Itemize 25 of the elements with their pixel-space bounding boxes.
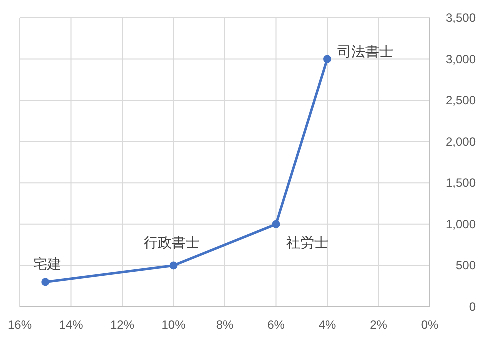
- y-tick-label: 1,000: [446, 217, 476, 232]
- y-tick-label: 3,000: [446, 52, 476, 66]
- x-tick-label: 10%: [162, 318, 186, 332]
- x-tick-label: 14%: [59, 318, 84, 332]
- annotation: 行政書士: [144, 234, 200, 251]
- point: [272, 220, 280, 228]
- x-tick-label: 0%: [421, 318, 439, 332]
- point: [170, 262, 178, 270]
- annotation: 社労士: [286, 234, 328, 250]
- annotation: 司法書士: [338, 43, 394, 60]
- point: [42, 278, 50, 286]
- y-tick-label: 2,000: [446, 134, 476, 149]
- point: [324, 55, 332, 64]
- y-tick-label: 500: [456, 258, 476, 273]
- y-tick-label: 0: [469, 300, 476, 314]
- x-tick-label: 8%: [216, 318, 234, 332]
- x-tick-label: 2%: [370, 318, 388, 332]
- x-tick-label: 6%: [268, 318, 286, 332]
- x-tick-label: 16%: [8, 318, 32, 332]
- y-tick-label: 1,500: [446, 176, 476, 190]
- x-tick-label: 4%: [318, 318, 336, 332]
- y-tick-label: 3,500: [446, 11, 476, 25]
- annotation: 宅建: [34, 256, 62, 272]
- x-tick-label: 12%: [110, 318, 135, 332]
- y-tick-label: 2,500: [446, 94, 476, 108]
